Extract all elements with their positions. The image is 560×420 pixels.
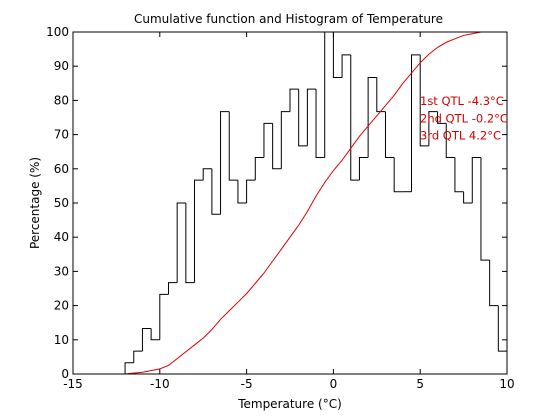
histogram-bin [228, 111, 238, 181]
quartile-annotation: 3rd QTL 4.2°C [420, 129, 501, 143]
histogram-bin [211, 168, 221, 215]
histogram-bin [133, 350, 143, 363]
histogram-bin [141, 328, 152, 352]
x-axis-label: Temperature (°C) [237, 397, 342, 411]
histogram-bin [489, 260, 499, 307]
y-tick-label: 40 [54, 230, 69, 244]
quartile-annotation: 2nd QTL -0.2°C [420, 111, 508, 125]
histogram-bin [350, 54, 360, 181]
histogram-bin [150, 328, 160, 341]
x-tick-label: 10 [499, 377, 514, 391]
histogram-bin [194, 179, 204, 283]
histogram-bin [332, 32, 343, 78]
x-tick-label: -10 [150, 377, 170, 391]
histogram-bin [263, 122, 273, 158]
histogram-bin [393, 157, 403, 193]
histogram-bin [167, 282, 178, 295]
quartile-annotation: 1st QTL -4.3°C [420, 94, 504, 108]
histogram-bin [185, 203, 195, 284]
histogram-bin [419, 54, 429, 147]
y-tick-label: 0 [61, 367, 69, 381]
histogram-bin [497, 305, 507, 352]
x-tick-label: 5 [416, 377, 424, 391]
histogram-bin [480, 157, 490, 261]
histogram-bin [454, 157, 464, 193]
y-tick-label: 90 [54, 59, 69, 73]
histogram-bin [445, 123, 455, 159]
x-tick-label: 0 [330, 377, 338, 391]
histogram-bin [384, 111, 395, 159]
histogram-bin [376, 77, 386, 113]
y-tick-label: 70 [54, 128, 69, 142]
histogram-bin [289, 88, 299, 112]
histogram-bin [246, 179, 256, 203]
histogram-bin [272, 123, 282, 170]
histogram-bin [428, 111, 438, 146]
histogram-bin [202, 168, 212, 181]
histogram-bin [463, 191, 473, 204]
x-tick-label: -5 [241, 377, 253, 391]
y-axis-label: Percentage (%) [28, 157, 42, 249]
y-tick-label: 100 [46, 25, 69, 39]
histogram-bin [437, 111, 447, 124]
histogram-bin [411, 54, 421, 192]
y-tick-label: 30 [54, 264, 69, 278]
plot-area [73, 32, 507, 374]
y-tick-label: 60 [54, 162, 69, 176]
histogram-bin [471, 157, 481, 203]
histogram-bin [298, 89, 308, 147]
y-tick-label: 50 [54, 196, 69, 210]
histogram-bin [237, 180, 247, 204]
histogram-bin [220, 111, 230, 215]
histogram-bin [124, 362, 134, 374]
histogram-bin [341, 54, 351, 78]
histogram-bin [358, 157, 369, 181]
x-tick-label: -15 [63, 377, 83, 391]
y-tick-label: 10 [54, 333, 69, 347]
cumulative-line [73, 31, 507, 375]
histogram-bin [176, 202, 186, 283]
histogram-bin [315, 89, 325, 159]
y-tick-label: 80 [54, 93, 69, 107]
histogram-bin [280, 111, 290, 169]
histogram-bin [367, 76, 377, 158]
y-tick-label: 20 [54, 299, 69, 313]
histogram-bin [306, 88, 317, 146]
chart-title: Cumulative function and Histogram of Tem… [134, 12, 443, 26]
histogram-bin [254, 157, 264, 181]
histogram-bin [159, 293, 169, 340]
